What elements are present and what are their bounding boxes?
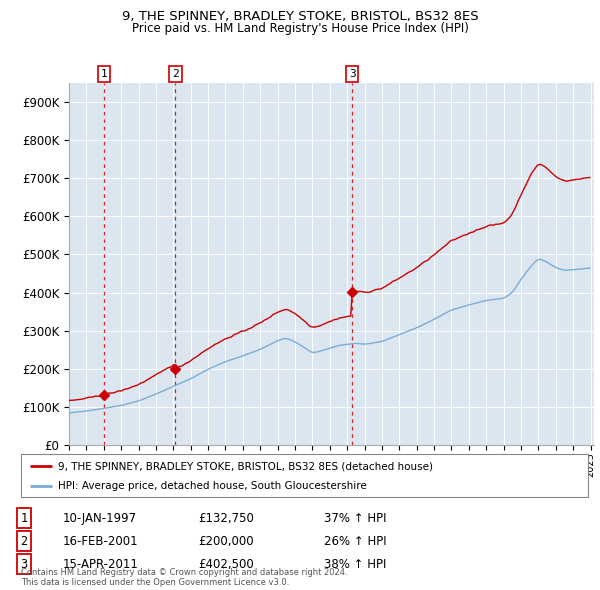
Text: 9, THE SPINNEY, BRADLEY STOKE, BRISTOL, BS32 8ES (detached house): 9, THE SPINNEY, BRADLEY STOKE, BRISTOL, … xyxy=(58,461,433,471)
Text: £200,000: £200,000 xyxy=(198,535,254,548)
Text: 9, THE SPINNEY, BRADLEY STOKE, BRISTOL, BS32 8ES: 9, THE SPINNEY, BRADLEY STOKE, BRISTOL, … xyxy=(122,10,478,23)
Text: £132,750: £132,750 xyxy=(198,512,254,525)
Text: 3: 3 xyxy=(349,69,356,79)
Text: 2: 2 xyxy=(20,535,28,548)
Text: 10-JAN-1997: 10-JAN-1997 xyxy=(63,512,137,525)
Text: 1: 1 xyxy=(101,69,107,79)
Text: 26% ↑ HPI: 26% ↑ HPI xyxy=(324,535,386,548)
Text: HPI: Average price, detached house, South Gloucestershire: HPI: Average price, detached house, Sout… xyxy=(58,481,367,491)
Text: 37% ↑ HPI: 37% ↑ HPI xyxy=(324,512,386,525)
Text: 15-APR-2011: 15-APR-2011 xyxy=(63,558,139,571)
Text: 1: 1 xyxy=(20,512,28,525)
Text: Contains HM Land Registry data © Crown copyright and database right 2024.
This d: Contains HM Land Registry data © Crown c… xyxy=(21,568,347,587)
Text: 3: 3 xyxy=(20,558,28,571)
Text: 2: 2 xyxy=(172,69,179,79)
Text: 16-FEB-2001: 16-FEB-2001 xyxy=(63,535,139,548)
Text: £402,500: £402,500 xyxy=(198,558,254,571)
Text: Price paid vs. HM Land Registry's House Price Index (HPI): Price paid vs. HM Land Registry's House … xyxy=(131,22,469,35)
Text: 38% ↑ HPI: 38% ↑ HPI xyxy=(324,558,386,571)
